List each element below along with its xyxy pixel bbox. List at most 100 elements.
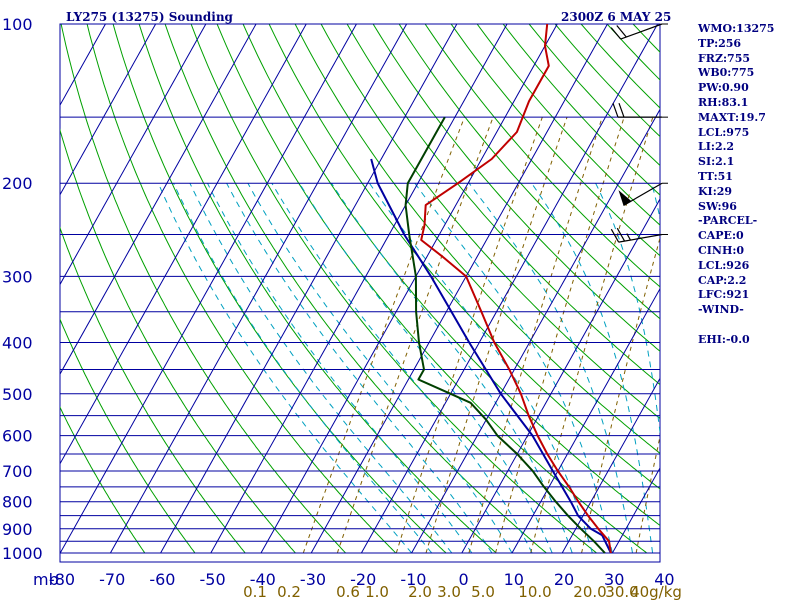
pressure-tick-label: 700 [2, 462, 33, 481]
temperature-tick-label: 0 [459, 570, 469, 589]
isotherm [109, 24, 408, 554]
wind-barb [610, 227, 663, 243]
sounding-index-item: EHI:-0.0 [698, 332, 750, 346]
pressure-tick-label: 400 [2, 333, 33, 352]
mixing-ratio-line [495, 117, 625, 554]
isotherm [260, 24, 558, 554]
moist-adiabat [595, 182, 660, 436]
isotherm [511, 287, 660, 554]
sounding-index-item: LCL:926 [698, 258, 750, 272]
moist-adiabat [173, 182, 433, 554]
sounding-index-item: -WIND- [698, 303, 744, 317]
moist-adiabat [207, 182, 473, 554]
moist-adiabat [271, 182, 533, 554]
mixing-ratio-label: 40g/kg [630, 583, 682, 600]
sounding-index-item: CINH:0 [698, 243, 745, 257]
sounding-index-item: TP:256 [698, 36, 742, 50]
wind-barb-flag [616, 227, 626, 242]
pressure-tick-label: 600 [2, 427, 33, 446]
isotherm [160, 24, 458, 554]
chart-time: 2300Z 6 MAY 25 [561, 10, 671, 24]
temperature-tick-label: -70 [99, 570, 125, 589]
wind-barb-flag [612, 102, 619, 118]
pressure-tick-label: 500 [2, 385, 33, 404]
wind-barb-flag [616, 25, 627, 38]
temperature-tick-label: 30 [604, 570, 624, 589]
mixing-ratio-line [635, 434, 660, 554]
pressure-tick-label: 900 [2, 520, 33, 539]
wind-barb-pennant [618, 190, 632, 206]
isotherm [60, 24, 307, 465]
temperature-tick-label: -10 [400, 570, 426, 589]
sounding-index-item: FRZ:755 [698, 51, 751, 65]
moist-adiabat [531, 182, 654, 554]
wind-barb [612, 102, 662, 118]
mixing-ratio-line [425, 117, 568, 554]
pressure-tick-label: 100 [2, 15, 33, 34]
mixing-ratio-label: 5.0 [471, 583, 495, 600]
sounding-index-item: MAXT:19.7 [698, 110, 766, 124]
wind-barb-flag [610, 228, 620, 243]
mixing-ratio-label: 0.2 [277, 583, 301, 600]
sounding-index-item: LCL:975 [698, 125, 750, 139]
wind-barb [610, 23, 663, 40]
isotherm [60, 24, 357, 554]
sounding-index-item: KI:29 [698, 184, 733, 198]
mixing-ratio-line [530, 117, 654, 554]
y-axis-label: mb [33, 570, 59, 589]
isotherm [310, 24, 608, 554]
moist-adiabat [468, 182, 633, 554]
isotherm [561, 377, 660, 554]
mixing-ratio-label: 0.6 [336, 583, 360, 600]
isotherm [60, 24, 257, 376]
temperature-tick-label: -60 [149, 570, 175, 589]
pressure-tick-label: 300 [2, 267, 33, 286]
temperature-tick-label: -40 [250, 570, 276, 589]
pressure-tick-label: 200 [2, 174, 33, 193]
isotherm [60, 24, 157, 196]
sounding-index-item: WMO:13275 [698, 22, 775, 35]
temperature-tick-label: 40 [654, 570, 674, 589]
temperature-tick-label: -30 [300, 570, 326, 589]
dewpoint-profile-line [404, 116, 606, 554]
sounding-index-item: TT:51 [698, 169, 733, 183]
mixing-ratio-label: 30.0 [605, 583, 638, 600]
temperature-tick-label: -50 [200, 570, 226, 589]
mixing-ratio-label: 20.0 [573, 583, 606, 600]
mixing-ratio-line [395, 117, 543, 554]
sounding-index-item: CAPE:0 [698, 229, 744, 243]
sounding-index-item: -PARCEL- [698, 214, 758, 228]
moist-adiabat [331, 182, 573, 554]
pressure-tick-label: 1000 [2, 544, 43, 563]
temperature-tick-label: 10 [504, 570, 524, 589]
sounding-indices-panel: WMO:13275 TP:256 FRZ:755 WB0:775 PW:0.90 RH:8… [698, 22, 798, 348]
sounding-index-item: CAP:2.2 [698, 273, 747, 287]
mixing-ratio-label: 3.0 [437, 583, 461, 600]
wind-barb-half-flag [626, 233, 632, 241]
mixing-ratio-label: 0.1 [243, 583, 267, 600]
wind-barb-staff [620, 23, 663, 40]
pressure-tick-label: 800 [2, 493, 33, 512]
mixing-ratio-label: 10.0 [518, 583, 551, 600]
mixing-ratio-label: 2.0 [408, 583, 432, 600]
sounding-index-item: RH:83.1 [698, 95, 749, 109]
parcel-profile-line [370, 158, 612, 554]
temperature-profile-line [420, 24, 612, 554]
temperature-tick-label: -80 [49, 570, 75, 589]
wind-barb-flag [610, 27, 622, 40]
sounding-index-item: LFC:921 [698, 288, 750, 302]
isotherm [210, 24, 508, 554]
wind-barb [618, 182, 663, 206]
isotherm [461, 198, 660, 554]
sounding-index-item: LI:2.2 [698, 140, 735, 154]
isotherm [360, 24, 659, 554]
mixing-ratio-label: 1.0 [365, 583, 389, 600]
temperature-tick-label: -20 [350, 570, 376, 589]
wind-barb-flag [618, 102, 625, 118]
sounding-index-item: PW:0.90 [698, 81, 749, 95]
moist-adiabat [189, 182, 453, 554]
isotherm [60, 24, 207, 286]
sounding-index-item: SI:2.1 [698, 155, 735, 169]
wind-barb-staff [618, 233, 663, 243]
